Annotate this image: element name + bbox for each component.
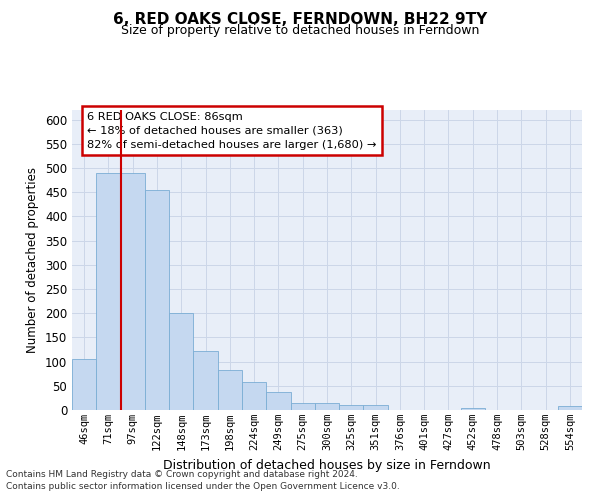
Text: Contains HM Land Registry data © Crown copyright and database right 2024.: Contains HM Land Registry data © Crown c… [6,470,358,479]
Bar [266,392,290,410]
Text: 6 RED OAKS CLOSE: 86sqm
← 18% of detached houses are smaller (363)
82% of semi-d: 6 RED OAKS CLOSE: 86sqm ← 18% of detache… [88,112,377,150]
Bar [96,173,121,410]
Bar [72,359,96,410]
Bar [558,406,582,410]
Y-axis label: Number of detached properties: Number of detached properties [26,167,40,353]
Text: 6, RED OAKS CLOSE, FERNDOWN, BH22 9TY: 6, RED OAKS CLOSE, FERNDOWN, BH22 9TY [113,12,487,28]
Text: Contains public sector information licensed under the Open Government Licence v3: Contains public sector information licen… [6,482,400,491]
Bar [218,370,242,410]
Bar [461,408,485,410]
Bar [339,405,364,410]
Bar [145,190,169,410]
Bar [315,402,339,410]
Bar [121,173,145,410]
Bar [290,402,315,410]
Text: Size of property relative to detached houses in Ferndown: Size of property relative to detached ho… [121,24,479,37]
Bar [364,405,388,410]
Bar [242,382,266,410]
Bar [169,313,193,410]
Bar [193,351,218,410]
X-axis label: Distribution of detached houses by size in Ferndown: Distribution of detached houses by size … [163,458,491,471]
